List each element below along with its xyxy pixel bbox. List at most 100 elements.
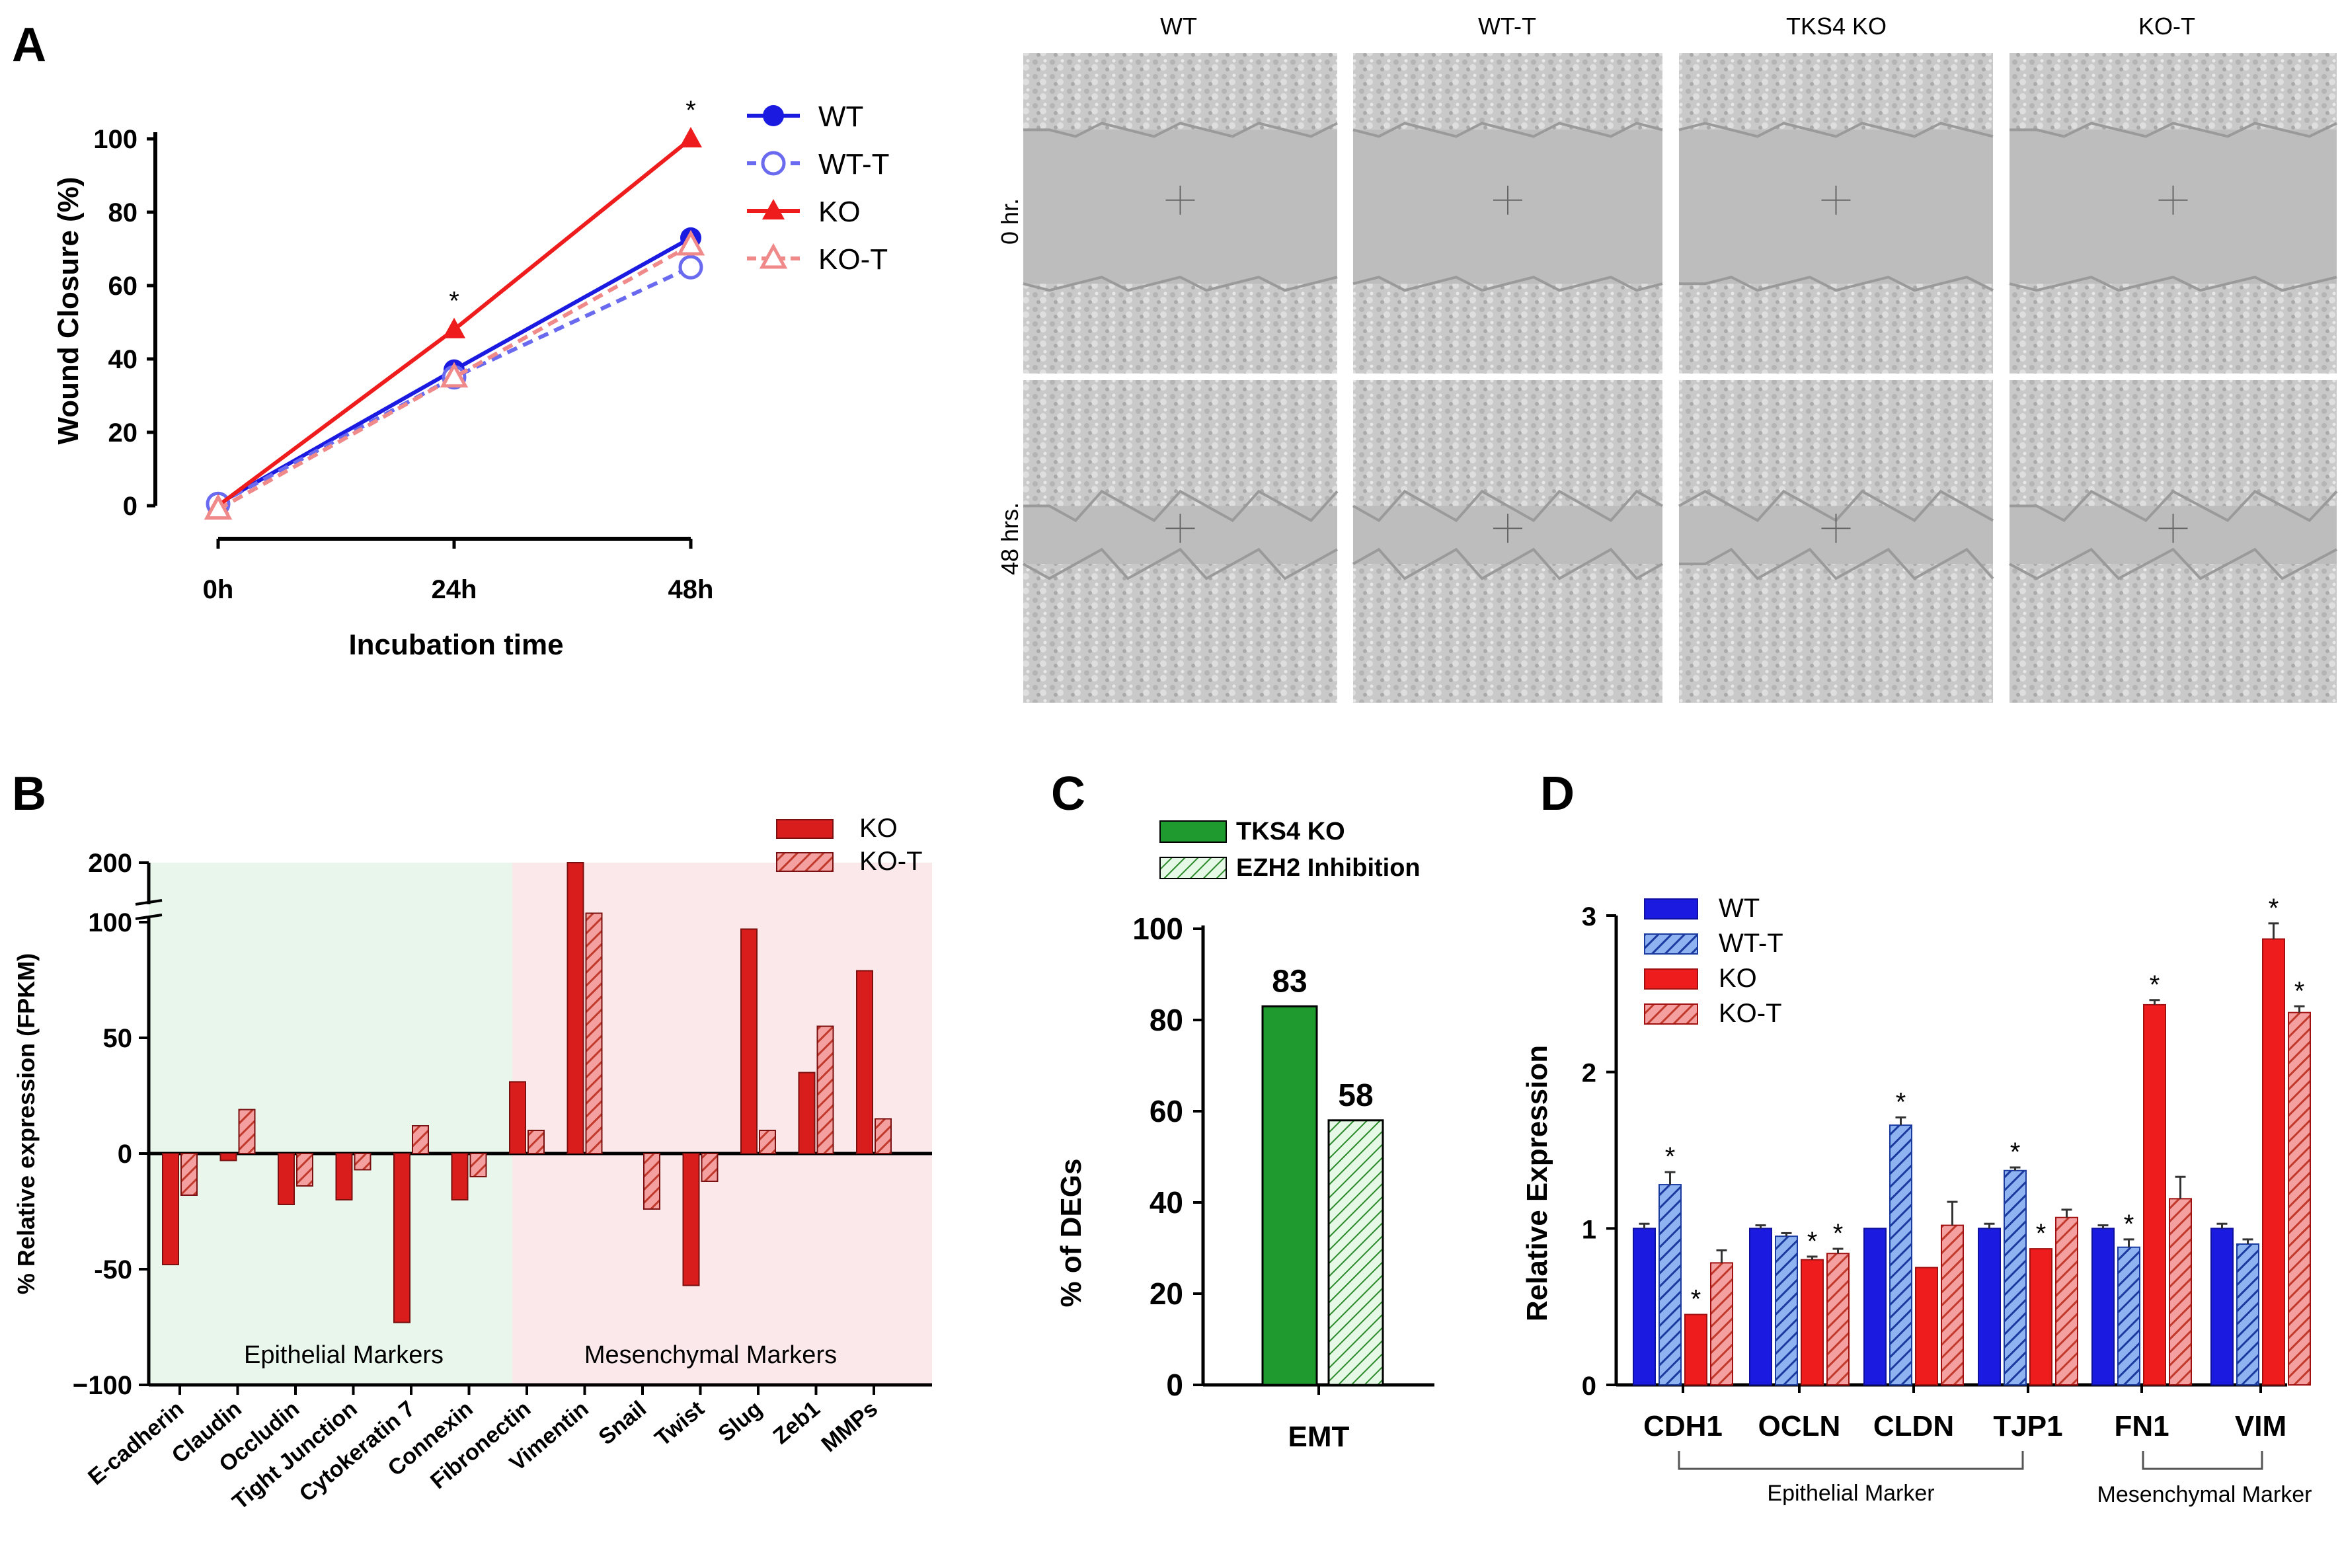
- panel-d-legend-label-wt-t: WT-T: [1719, 929, 1783, 958]
- panel-a-legend-label-wt: WT: [818, 100, 863, 133]
- wound-edge-bottom: [2009, 547, 2337, 580]
- wound-edge-top: [1352, 122, 1663, 138]
- panel-d-significance-star: *: [1896, 1087, 1906, 1117]
- wound-edge-top: [2010, 489, 2338, 522]
- panel-b-x-tick-label: MMPs: [816, 1396, 882, 1457]
- epithelial-bracket: [1678, 1451, 2024, 1470]
- panel-c-y-tick-label: 40: [1150, 1185, 1183, 1220]
- panel-b-bar-ko-t-zeb1: [816, 1025, 834, 1154]
- panel-d-significance-star: *: [2294, 976, 2305, 1005]
- panel-a-legend-marker-ko: [762, 199, 785, 219]
- panel-a-legend-marker-ko-t: [759, 243, 788, 269]
- panel-d-bar-ko-t-cldn: [1941, 1224, 1964, 1386]
- panel-b-bar-ko-t-slug: [759, 1130, 776, 1154]
- panel-d-bar-ko-t-cdh1: [1710, 1262, 1733, 1386]
- panel-b-bar-ko-t-occludin: [296, 1153, 313, 1187]
- panel-d-bar-wt-vim: [2210, 1228, 2234, 1386]
- panel-b-y-tick-label: 100: [88, 908, 132, 937]
- panel-d-bar-wt-tjp1: [1978, 1228, 2001, 1386]
- wound-edge-bottom: [1352, 547, 1663, 580]
- panel-b-bar-ko-cytokeratin-7: [393, 1153, 410, 1323]
- panel-b-bar-ko-t-cytokeratin-7: [412, 1125, 429, 1154]
- micro-row-0hr: 0 hr.: [996, 198, 1023, 245]
- panel-a-y-tick-label: 40: [108, 345, 138, 374]
- panel-d-significance-star: *: [2150, 970, 2160, 1000]
- panel-letter-b: B: [12, 767, 46, 820]
- panel-d-y-title: Relative Expression: [1521, 1045, 1553, 1321]
- panel-letter-d: D: [1540, 767, 1575, 820]
- wound-edge-top: [1023, 489, 1339, 522]
- panel-d-bar-ko-t-fn1: [2169, 1198, 2192, 1386]
- panel-a-legend-label-ko-t: KO-T: [818, 243, 888, 276]
- mesenchymal-region-label: Mesenchymal Markers: [584, 1341, 837, 1369]
- panel-b-y-tick-label: −100: [73, 1371, 132, 1400]
- panel-a-significance-star: *: [685, 96, 696, 125]
- panel-b-y-title: % Relative expression (FPKM): [13, 953, 40, 1294]
- panel-b-x-tick-label: E-cadherin: [83, 1396, 188, 1490]
- wound-edge-bottom: [1023, 547, 1338, 580]
- wound-edge-top: [1023, 122, 1338, 138]
- panel-a-legend-marker-wt: [763, 105, 784, 126]
- panel-d-y-tick-label: 3: [1582, 902, 1596, 931]
- panel-d-bar-ko-tjp1: [2029, 1248, 2052, 1386]
- panel-letter-a: A: [12, 19, 46, 71]
- panel-c-data-label-tks4-ko: 83: [1272, 964, 1307, 999]
- panel-d-bar-wt-t-ocln: [1775, 1235, 1798, 1386]
- panel-a-significance-star: *: [449, 287, 459, 316]
- panel-d-bar-ko-t-vim: [2288, 1011, 2311, 1386]
- micrograph-r1-c2: [1678, 380, 1994, 703]
- wound-edge-bottom: [1352, 276, 1663, 292]
- panel-c-bar-tks4-ko: [1261, 1005, 1318, 1386]
- panel-b-legend-swatch-ko-t: [776, 852, 834, 872]
- panel-a-point-ko: [443, 317, 465, 338]
- panel-a-legend-label-wt-t: WT-T: [818, 148, 890, 180]
- panel-a-point-ko-t: [440, 362, 469, 388]
- epithelial-region-label: Epithelial Markers: [244, 1341, 444, 1369]
- panel-d-legend-label-ko: KO: [1719, 964, 1757, 993]
- panel-b-bar-ko-claudin: [219, 1153, 237, 1161]
- panel-d-bar-ko-t-tjp1: [2055, 1216, 2078, 1386]
- panel-b-x-tick-label: Twist: [650, 1396, 709, 1451]
- panel-d-bar-wt-t-fn1: [2117, 1246, 2140, 1386]
- panel-a-y-tick-label: 80: [108, 198, 138, 227]
- panel-a-y-tick-label: 60: [108, 272, 138, 301]
- panel-c-legend-label-ezh2-inhibition: EZH2 Inhibition: [1236, 854, 1421, 882]
- panel-a-series-line-ko-t: [217, 243, 692, 512]
- micro-col-wt: WT: [1160, 13, 1197, 40]
- panel-d-legend-swatch-wt: [1644, 898, 1698, 920]
- panel-d-x-tick-label: CLDN: [1873, 1410, 1954, 1442]
- panel-b-bar-ko-t-twist: [701, 1153, 719, 1182]
- panel-a-point-ko-t: [676, 229, 705, 256]
- panel-b-bar-ko-tight-junction: [335, 1153, 353, 1200]
- panel-a-y-tick-label: 0: [123, 492, 137, 521]
- panel-d-legend-label-ko-t: KO-T: [1719, 999, 1782, 1028]
- panel-c-y-tick-label: 100: [1132, 912, 1183, 946]
- panel-d-legend-swatch-ko: [1644, 968, 1698, 990]
- panel-d-significance-star: *: [2124, 1210, 2134, 1239]
- panel-d-y-tick-label: 2: [1582, 1059, 1596, 1088]
- panel-d-x-tick-label: CDH1: [1643, 1410, 1723, 1442]
- micrograph-r1-c0: [1023, 380, 1339, 703]
- panel-b-bar-ko-t-mmps: [875, 1118, 892, 1154]
- panel-a-x-tick-label: 24h: [432, 575, 477, 604]
- panel-d-significance-star: *: [2036, 1219, 2047, 1248]
- panel-a-x-tick-label: 48h: [668, 575, 714, 604]
- panel-a-legend-marker-wt-t: [761, 151, 786, 176]
- panel-b-bar-ko-twist: [682, 1153, 700, 1286]
- panel-d-x-tick-label: TJP1: [1993, 1410, 2062, 1442]
- panel-c-bar-ezh2-inhibition: [1327, 1119, 1384, 1386]
- panel-b-bar-ko-occludin: [278, 1153, 295, 1205]
- micrograph-r1-c3: [2009, 380, 2338, 703]
- panel-d-bar-chart: 0 1 2 3 * * CDH1 * * OCLN * CLDN * * TJP1 * * FN1 * * VIM: [1582, 894, 2311, 1470]
- panel-b-legend-label-ko-t: KO-T: [859, 847, 923, 876]
- panel-b-bar-ko-t-tight-junction: [354, 1153, 371, 1171]
- panel-b: B Epithelial Markers Mesenchymal Markers…: [12, 767, 932, 1514]
- panel-b-x-tick-label: Slug: [713, 1396, 767, 1446]
- micrograph-r0-c0: [1023, 53, 1338, 373]
- panel-d-significance-star: *: [1665, 1142, 1676, 1171]
- panel-d-significance-star: *: [1833, 1219, 1844, 1248]
- micrograph-r0-c2: [1678, 53, 1994, 373]
- panel-d-bar-wt-fn1: [2091, 1228, 2115, 1386]
